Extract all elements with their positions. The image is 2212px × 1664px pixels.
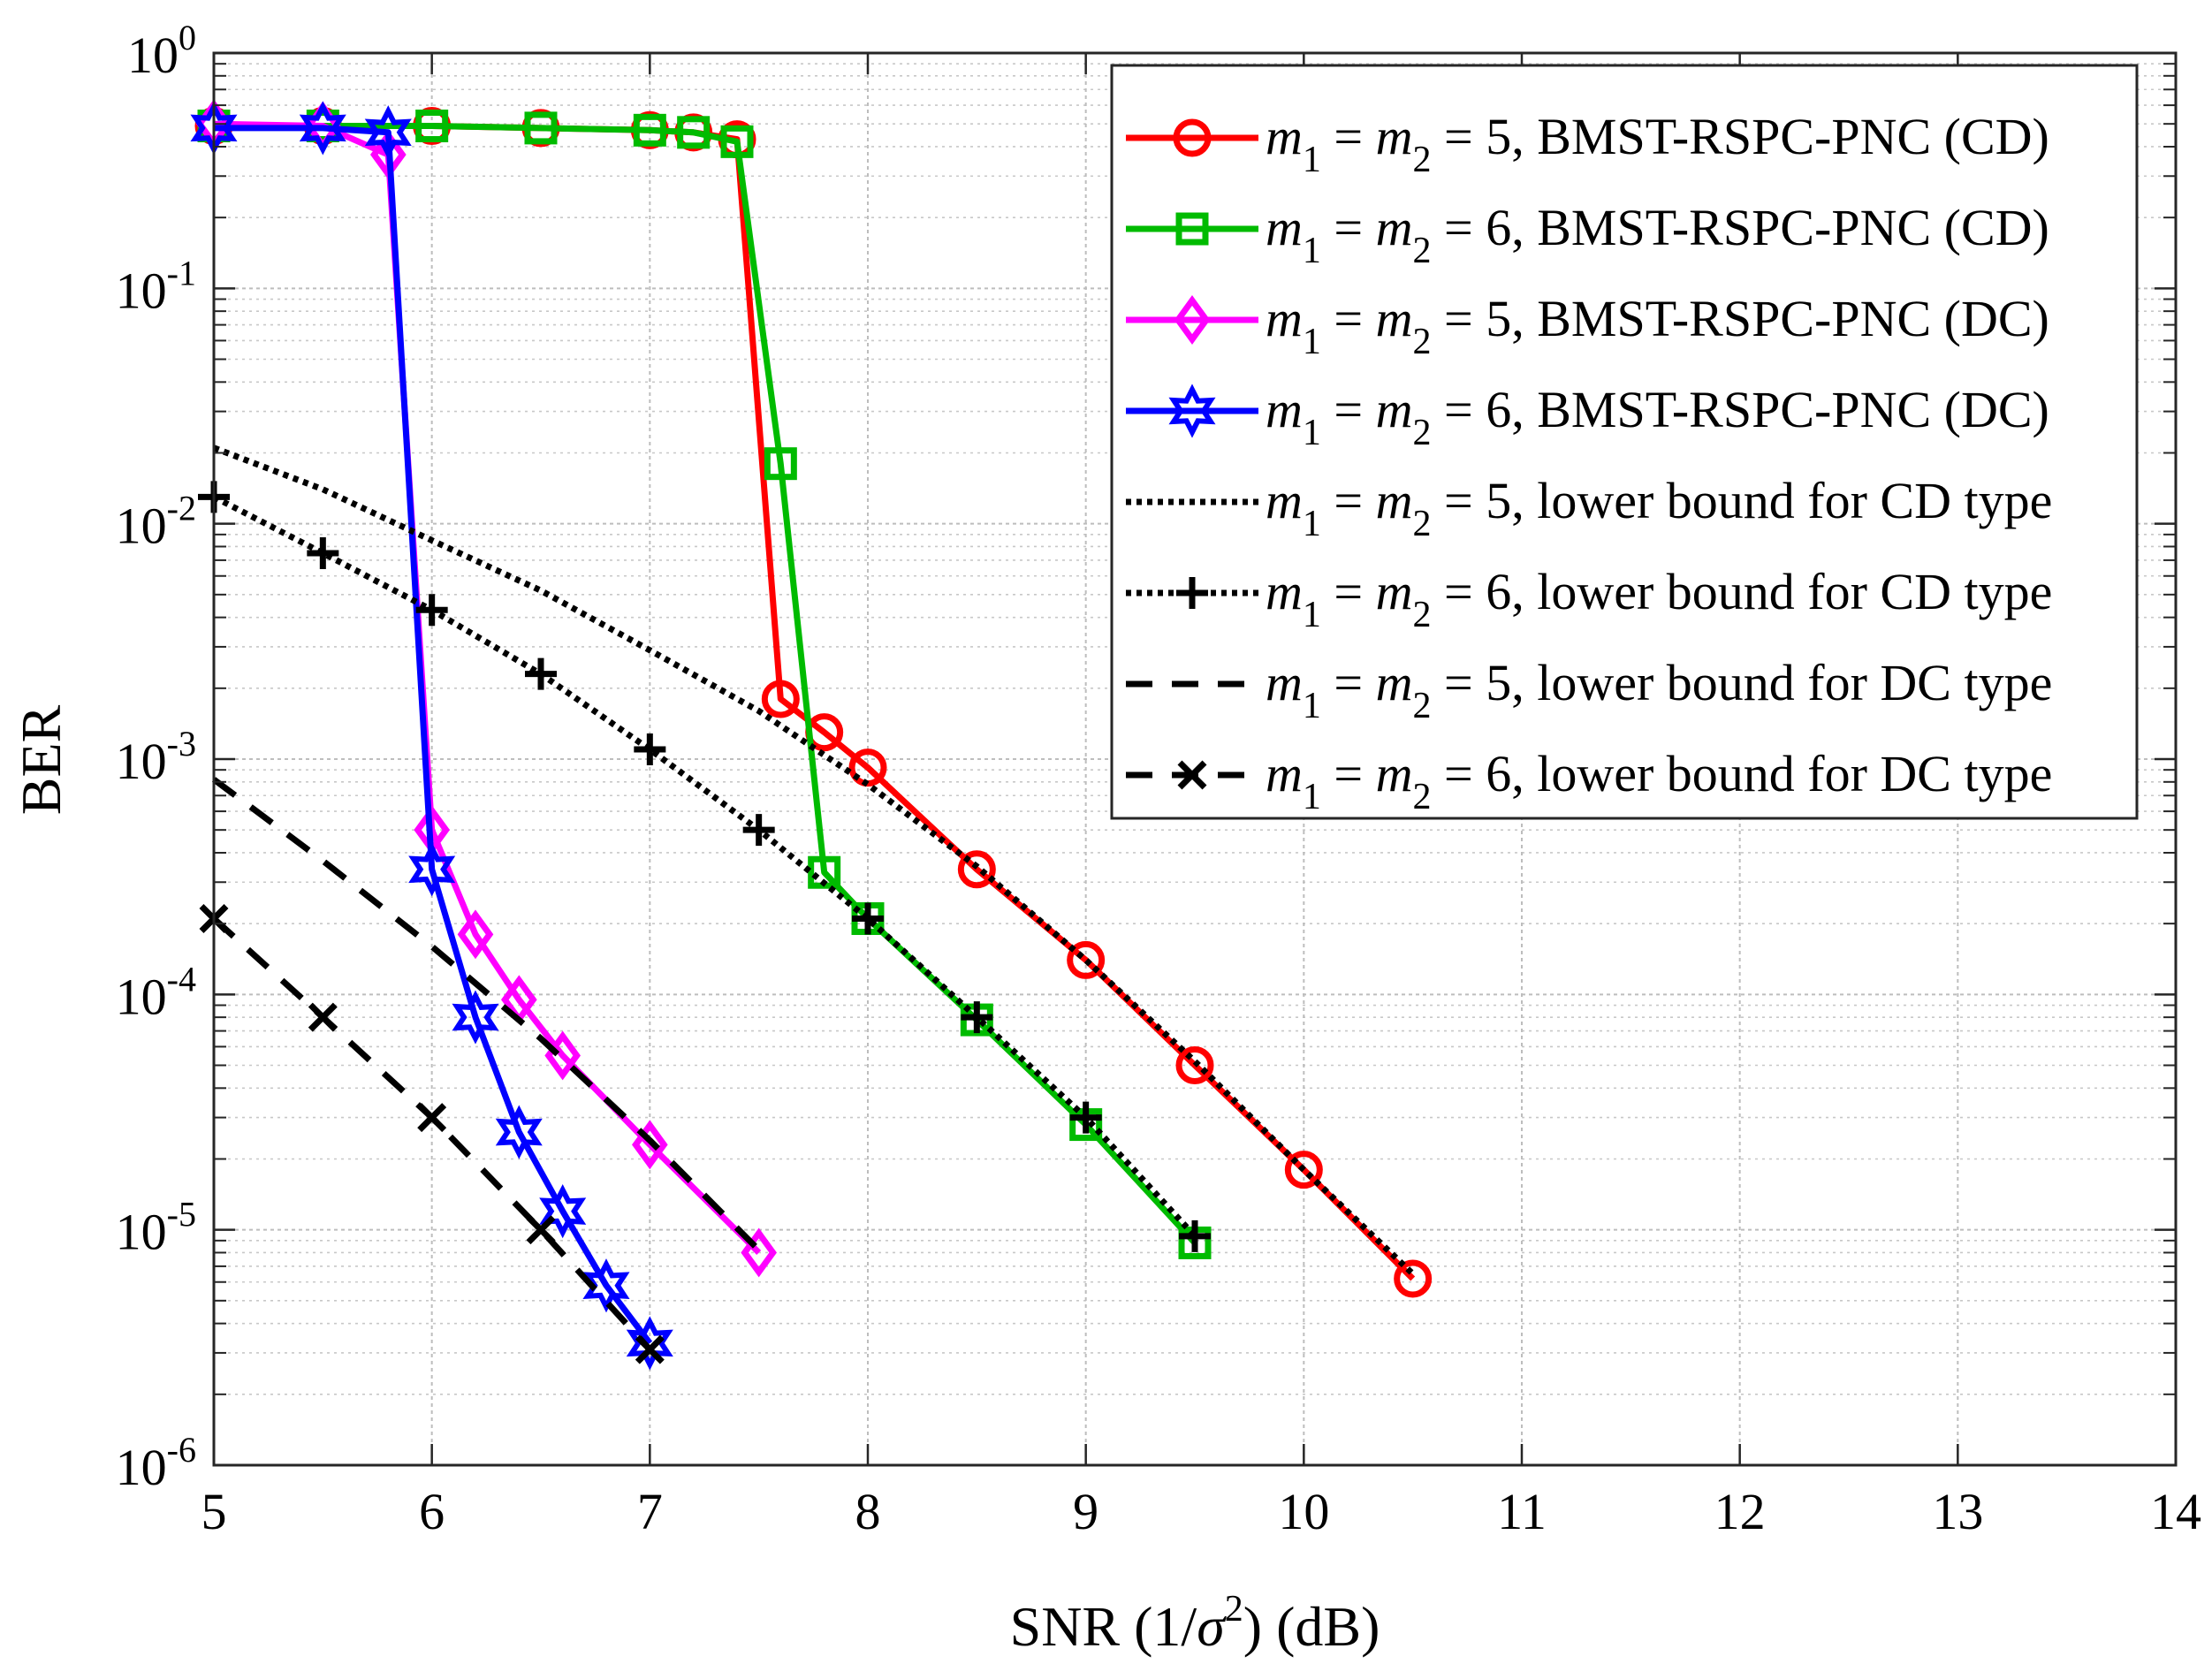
legend: m1 = m2 = 5, BMST-RSPC-PNC (CD) m1 = m2 =… [1110, 64, 2139, 820]
series-5 [212, 444, 1416, 1277]
series-line [212, 444, 1416, 1277]
x-tick-label: 11 [1497, 1483, 1547, 1540]
data-point [539, 1184, 587, 1239]
series-line [214, 125, 653, 1346]
data-point [408, 842, 456, 897]
data-point [364, 105, 412, 160]
y-tick-label: 100 [127, 18, 196, 84]
ticks [212, 51, 2178, 1467]
legend-entry: m1 = m2 = 6, lower bound for CD type [1126, 563, 2052, 635]
data-point [525, 657, 557, 690]
legend-label: m1 = m2 = 6, BMST-RSPC-PNC (CD) [1266, 199, 2049, 271]
data-point [1179, 1220, 1211, 1252]
x-tick-label: 12 [1714, 1483, 1766, 1540]
data-point [634, 733, 666, 765]
data-point [957, 850, 996, 889]
data-point [1394, 1259, 1433, 1298]
data-point [452, 990, 499, 1045]
data-point [632, 1120, 668, 1170]
legend-entry: m1 = m2 = 5, lower bound for CD type [1126, 472, 2052, 544]
data-point [415, 110, 449, 143]
x-tick-label: 13 [1932, 1483, 1983, 1540]
data-point [526, 1215, 556, 1245]
data-point [742, 814, 775, 847]
legend-box [1110, 64, 2139, 820]
legend-label: m1 = m2 = 6, lower bound for DC type [1266, 745, 2052, 817]
y-tick-label: 10-5 [116, 1195, 196, 1261]
data-point [626, 1316, 673, 1371]
data-point [417, 1103, 447, 1133]
legend-label: m1 = m2 = 5, BMST-RSPC-PNC (DC) [1266, 290, 2049, 362]
legend-marker [1174, 295, 1211, 345]
series-line [212, 494, 1197, 1239]
y-tick-label: 10-3 [116, 724, 196, 790]
x-tick-label: 8 [855, 1483, 881, 1540]
legend-marker [1176, 577, 1208, 609]
legend-entry: m1 = m2 = 5, BMST-RSPC-PNC (CD) [1126, 108, 2049, 180]
x-tick-label: 5 [201, 1483, 227, 1540]
y-axis-label: BER [10, 704, 72, 815]
series-4 [190, 101, 673, 1371]
y-tick-label: 10-4 [116, 959, 196, 1025]
x-tick-label: 6 [419, 1483, 445, 1540]
data-point [852, 902, 884, 935]
data-point [524, 111, 558, 145]
y-tick-labels: 100 10-1 10-2 10-3 10-4 10-5 10-6 [116, 18, 196, 1496]
data-point [764, 447, 797, 481]
x-tick-label: 10 [1278, 1483, 1329, 1540]
legend-label: m1 = m2 = 5, lower bound for CD type [1266, 472, 2052, 544]
data-point [495, 1105, 543, 1159]
y-tick-label: 10-1 [116, 253, 196, 319]
data-point [308, 1002, 338, 1032]
data-series [190, 99, 1433, 1371]
legend-marker [1168, 384, 1216, 438]
legend-entry: m1 = m2 = 6, BMST-RSPC-PNC (DC) [1126, 381, 2049, 453]
legend-marker [1173, 118, 1212, 157]
data-point [635, 1334, 665, 1364]
legend-entry: m1 = m2 = 5, lower bound for DC type [1126, 654, 2052, 726]
data-point [415, 594, 448, 627]
legend-entry: m1 = m2 = 6, BMST-RSPC-PNC (CD) [1126, 199, 2049, 271]
data-point [961, 1001, 993, 1034]
data-point [720, 125, 754, 158]
x-tick-label: 9 [1073, 1483, 1098, 1540]
legend-label: m1 = m2 = 5, lower bound for DC type [1266, 654, 2052, 726]
data-point [582, 1258, 630, 1313]
data-point [633, 113, 666, 147]
legend-marker [1175, 212, 1209, 246]
legend-label: m1 = m2 = 5, BMST-RSPC-PNC (CD) [1266, 108, 2049, 180]
data-point [1069, 1101, 1102, 1134]
data-point [1284, 1151, 1323, 1189]
x-tick-label: 7 [637, 1483, 663, 1540]
x-tick-label: 14 [2150, 1483, 2201, 1540]
data-point [741, 1227, 777, 1278]
y-tick-label: 10-2 [116, 489, 196, 555]
legend-label: m1 = m2 = 6, lower bound for CD type [1266, 563, 2052, 635]
legend-marker [1177, 760, 1207, 790]
data-point [1067, 940, 1106, 979]
x-axis-label: SNR (1/σ2) (dB) [1010, 1589, 1380, 1658]
data-point [1175, 1046, 1214, 1085]
legend-label: m1 = m2 = 6, BMST-RSPC-PNC (DC) [1266, 381, 2049, 453]
data-point [761, 680, 800, 718]
data-point [299, 101, 346, 156]
data-point [457, 909, 494, 960]
series-line [211, 777, 762, 1253]
legend-entry: m1 = m2 = 5, BMST-RSPC-PNC (DC) [1126, 290, 2049, 362]
x-tick-labels: 5 6 7 8 9 10 11 12 13 14 [201, 1483, 2202, 1540]
series-7 [211, 777, 762, 1253]
data-point [307, 536, 339, 569]
y-tick-label: 10-6 [116, 1430, 196, 1496]
legend-entry: m1 = m2 = 6, lower bound for DC type [1126, 745, 2052, 817]
data-point [677, 116, 711, 149]
